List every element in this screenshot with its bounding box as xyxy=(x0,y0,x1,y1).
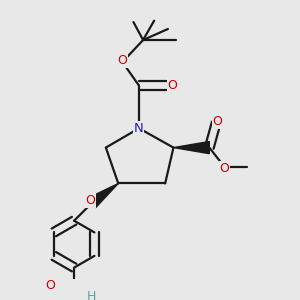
Text: O: O xyxy=(213,115,223,128)
Text: O: O xyxy=(45,279,55,292)
Text: O: O xyxy=(220,162,230,175)
Text: O: O xyxy=(86,194,96,207)
Polygon shape xyxy=(88,184,118,208)
Text: H: H xyxy=(87,290,96,300)
Text: O: O xyxy=(167,79,177,92)
Text: N: N xyxy=(134,122,144,135)
Text: O: O xyxy=(118,54,128,67)
Polygon shape xyxy=(173,142,209,154)
